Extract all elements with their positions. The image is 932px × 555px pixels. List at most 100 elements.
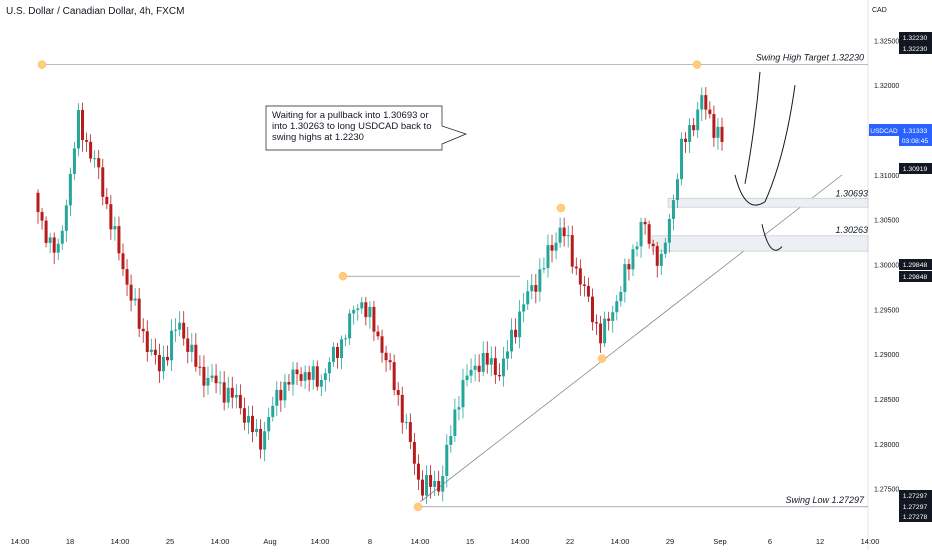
candle-body [348,313,352,339]
candle-body [141,328,145,332]
x-tick-label: 14:00 [111,537,130,546]
x-tick-label: 25 [166,537,174,546]
y-tick-label: 1.31000 [874,173,899,180]
price-tag-value: 1.32230 [903,35,928,42]
y-tick-label: 1.27500 [874,487,899,494]
candle-body [465,375,469,381]
candle-body [396,390,400,395]
candle-body [267,416,271,432]
candle-body [538,269,542,292]
candle-body [360,302,364,309]
candle-body [501,358,505,377]
candle-body [408,422,412,442]
x-tick-label: 14:00 [11,537,30,546]
candle-body [299,374,303,381]
candle-body [623,264,627,292]
candle-body [595,322,599,324]
candle-body [336,346,340,359]
x-tick-label: 14:00 [611,537,630,546]
candle-body [412,441,416,464]
candle-body [534,285,538,292]
swing-marker [692,60,702,69]
candle-body [303,372,307,381]
candle-body [505,351,509,359]
candle-body [291,369,295,385]
candle-body [497,374,501,377]
candle-body [599,323,603,344]
candle-body [554,242,558,251]
callout-text: Waiting for a pullback into 1.30693 or i… [272,110,432,143]
candle-body [206,377,210,386]
candle-body [550,245,554,251]
candle-body [52,237,56,253]
candle-body [692,125,696,131]
candle-body [85,140,89,142]
candle-body [688,125,692,142]
price-tag-value: 1.27278 [903,514,928,521]
y-tick-label: 1.28500 [874,397,899,404]
candle-body [671,200,675,219]
x-tick-label: Sep [713,537,726,546]
candle-body [340,339,344,359]
candle-body [198,366,202,368]
candle-body [182,322,186,339]
candle-body [121,253,125,270]
x-tick-label: 6 [768,537,772,546]
price-tag-box [899,271,932,282]
candle-body [327,362,331,374]
candle-body [603,318,607,344]
candle-body [607,318,611,321]
candle-body [631,249,635,270]
candle-body [68,173,72,206]
candle-body [287,382,291,385]
swing-marker [597,354,607,363]
candle-body [558,227,562,243]
candle-body [129,284,133,301]
x-tick-label: 12 [816,537,824,546]
zone-2 [651,235,869,252]
candle-body [667,218,671,243]
candle-body [368,306,372,318]
projection-path-1 [734,85,796,206]
candle-body [170,330,174,361]
swing-high-label: Swing High Target 1.32230 [756,53,864,63]
candle-body [230,387,234,398]
candle-body [137,298,141,329]
candle-body [344,338,348,340]
x-tick-label: 14:00 [511,537,530,546]
candle-body [493,358,497,375]
price-tag-value: 1.30919 [903,166,928,173]
candle-body [125,269,129,285]
candle-body [404,422,408,424]
price-tag-box [899,259,932,270]
price-tag-box [899,43,932,54]
candle-body [582,284,586,286]
candle-body [222,382,226,403]
candle-body [663,242,667,254]
candle-body [174,329,178,331]
candle-body [255,428,259,433]
candle-body [712,114,716,138]
candle-body [113,226,117,230]
x-tick-label: Aug [263,537,276,546]
x-tick-label: 29 [666,537,674,546]
candle-body [40,212,44,221]
candle-body [708,109,712,115]
price-tag-box [899,511,932,522]
candle-body [48,237,52,243]
candle-body [331,346,335,363]
x-tick-label: 14:00 [861,537,880,546]
candle-body [615,301,619,313]
candle-body [178,322,182,330]
candle-body [590,296,594,323]
candle-body [60,230,64,244]
x-tick-label: 14:00 [311,537,330,546]
candle-body [157,354,161,372]
candle-body [542,268,546,270]
candle-body [392,362,396,391]
projection-path-3 [744,71,761,184]
candle-body [445,444,449,476]
candle-body [101,167,105,197]
